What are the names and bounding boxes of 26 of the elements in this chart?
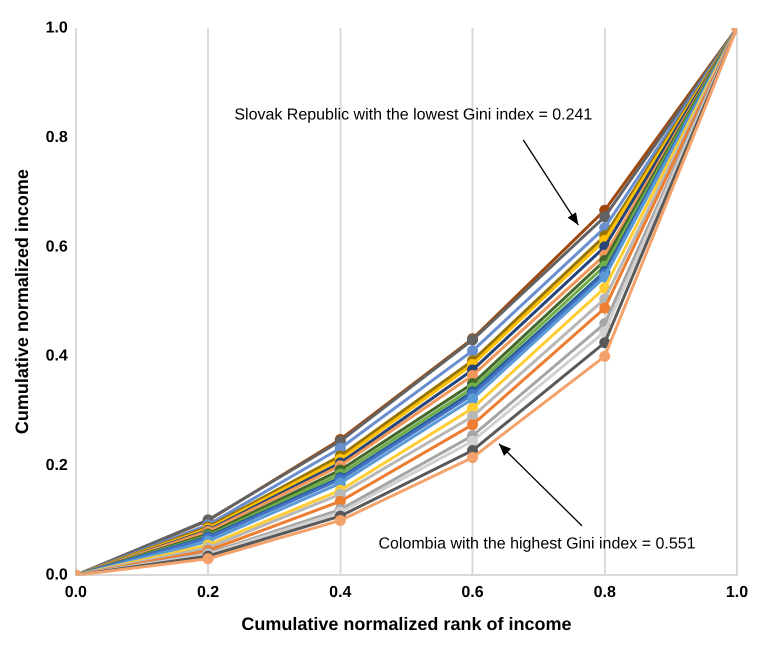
x-tick-label: 0.8 — [594, 584, 616, 602]
point — [202, 553, 214, 564]
point — [467, 436, 478, 447]
point — [467, 452, 478, 464]
y-axis-title: Cumulative normalized income — [12, 169, 32, 434]
x-tick-label: 0.0 — [64, 584, 88, 602]
y-tick-label: 0.6 — [46, 238, 68, 256]
point — [467, 394, 478, 404]
x-tick-label: 1.0 — [726, 584, 748, 602]
x-axis-title: Cumulative normalized rank of income — [241, 614, 572, 634]
annotation: Slovak Republic with the lowest Gini index = 0.241 — [234, 106, 592, 124]
point — [599, 211, 610, 222]
point — [599, 350, 610, 362]
annotation: Colombia with the highest Gini index = 0.551 — [378, 535, 696, 552]
y-tick-label: 0.0 — [46, 566, 68, 584]
y-tick-label: 1.0 — [46, 19, 68, 36]
x-tick-label: 0.6 — [461, 584, 484, 602]
y-tick-label: 0.4 — [46, 348, 68, 365]
point — [334, 514, 346, 526]
y-tick-label: 0.2 — [46, 457, 68, 474]
y-tick-label: 0.8 — [46, 128, 68, 146]
point — [467, 345, 478, 356]
x-tick-label: 0.2 — [196, 584, 220, 602]
point — [599, 302, 610, 314]
point — [467, 419, 478, 430]
x-tick-label: 0.4 — [329, 584, 352, 602]
